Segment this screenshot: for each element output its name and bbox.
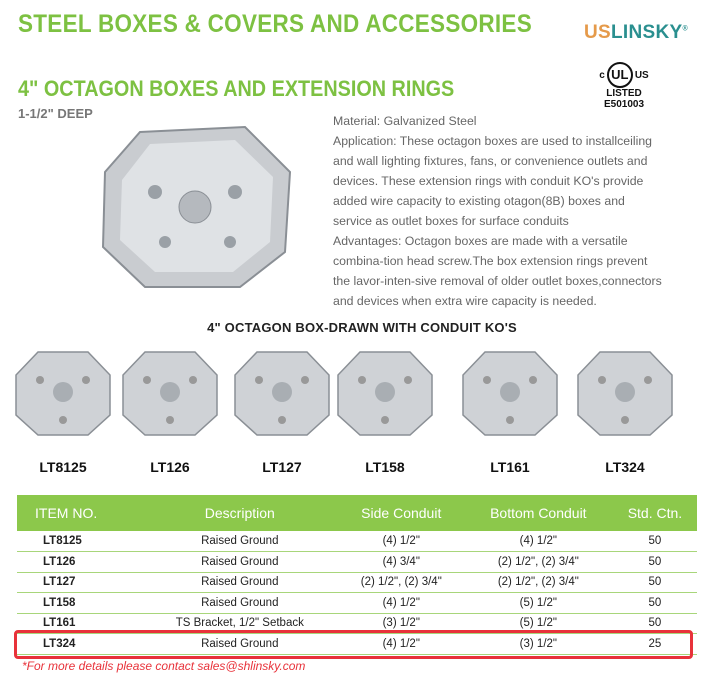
product-image — [337, 351, 433, 436]
table-cell: LT158 — [17, 592, 141, 614]
product-image — [462, 351, 558, 436]
brand-logo: USLINSKY® — [584, 22, 688, 43]
product-title: 4" OCTAGON BOXES AND EXTENSION RINGS — [18, 76, 455, 101]
main-product-image — [101, 125, 292, 288]
product-label: LT8125 — [39, 459, 87, 475]
product-label: LT324 — [605, 459, 645, 475]
table-cell: Raised Ground — [140, 592, 339, 614]
table-cell: 50 — [612, 592, 697, 614]
column-header: Std. Ctn. — [612, 495, 697, 531]
table-cell: (2) 1/2", (2) 3/4" — [463, 572, 613, 593]
section-title: 4" OCTAGON BOX-DRAWN WITH CONDUIT KO'S — [207, 320, 517, 335]
page-title: STEEL BOXES & COVERS AND ACCESSORIES — [18, 10, 532, 38]
table-cell: LT161 — [17, 613, 141, 634]
table-row: LT324 Raised Ground (4) 1/2" (3) 1/2" 25 — [17, 633, 697, 655]
table-cell: (3) 1/2" — [463, 633, 613, 655]
ul-listed-logo: c UL US LISTED E501003 — [584, 62, 664, 110]
table-row: LT8125 Raised Ground (4) 1/2" (4) 1/2" 50 — [17, 531, 697, 552]
table-cell: (2) 1/2", (2) 3/4" — [463, 551, 613, 573]
table-cell: 50 — [612, 551, 697, 573]
table-cell: LT126 — [17, 551, 141, 573]
product-card: LT126 — [115, 340, 225, 475]
column-header: Bottom Conduit — [463, 495, 613, 531]
table-cell: LT127 — [17, 572, 141, 593]
table-row: LT126 Raised Ground (4) 3/4" (2) 1/2", (2) … — [17, 551, 697, 573]
product-image — [577, 351, 673, 436]
table-cell: LT8125 — [17, 531, 141, 552]
table-cell: 50 — [612, 531, 697, 552]
table-cell: Raised Ground — [140, 633, 339, 655]
table-row: LT127 Raised Ground (2) 1/2", (2) 3/4" (2) … — [17, 572, 697, 593]
table-cell: 25 — [612, 633, 697, 655]
table-cell: (5) 1/2" — [463, 613, 613, 634]
table-cell: (4) 1/2" — [463, 531, 613, 552]
product-card: LT8125 — [8, 340, 118, 475]
table-cell: 50 — [612, 613, 697, 634]
table-cell: Raised Ground — [140, 572, 339, 593]
column-header: ITEM NO. — [17, 495, 141, 531]
highlight-box — [14, 630, 693, 659]
table-cell: (4) 1/2" — [338, 633, 464, 655]
table-row: LT161 TS Bracket, 1/2" Setback (3) 1/2" (5)… — [17, 613, 697, 634]
table-cell: (4) 1/2" — [338, 592, 464, 614]
product-image — [15, 351, 111, 436]
table-cell: (4) 3/4" — [338, 551, 464, 573]
table-cell: Raised Ground — [140, 531, 339, 552]
product-label: LT126 — [150, 459, 190, 475]
table-cell: TS Bracket, 1/2" Setback — [140, 613, 339, 634]
product-label: LT127 — [262, 459, 302, 475]
product-card: LT161 — [455, 340, 565, 475]
table-cell: Raised Ground — [140, 551, 339, 573]
product-description: Material: Galvanized Steel Application: T… — [333, 114, 662, 308]
table-cell: (2) 1/2", (2) 3/4" — [338, 572, 464, 593]
table-cell: (4) 1/2" — [338, 531, 464, 552]
footnote: *For more details please contact sales@s… — [22, 659, 306, 673]
table-cell: LT324 — [17, 633, 141, 655]
product-image — [122, 351, 218, 436]
product-card: LT324 — [570, 340, 680, 475]
column-header: Description — [140, 495, 339, 531]
table-cell: (5) 1/2" — [463, 592, 613, 614]
table-cell: (3) 1/2" — [338, 613, 464, 634]
column-header: Side Conduit — [338, 495, 464, 531]
table-row: LT158 Raised Ground (4) 1/2" (5) 1/2" 50 — [17, 592, 697, 614]
product-card: LT158 — [330, 340, 440, 475]
product-label: LT161 — [490, 459, 530, 475]
product-image — [234, 351, 330, 436]
product-table: ITEM NO. Description Side Conduit Bottom Co… — [17, 495, 697, 655]
table-cell: 50 — [612, 572, 697, 593]
product-depth: 1-1/2" DEEP — [18, 106, 93, 121]
product-card: LT127 — [227, 340, 337, 475]
product-label: LT158 — [365, 459, 405, 475]
